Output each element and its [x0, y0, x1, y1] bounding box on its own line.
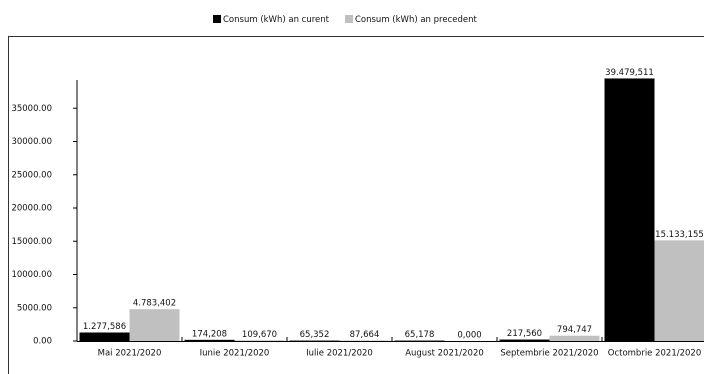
x-tick-label: Iulie 2021/2020 — [306, 349, 373, 359]
bar — [234, 340, 285, 341]
x-tick-label: August 2021/2020 — [405, 349, 484, 359]
value-label: 65,178 — [405, 330, 435, 340]
bar — [604, 78, 655, 342]
chart-frame — [8, 36, 704, 374]
bar — [499, 339, 550, 341]
y-tick-label: 35000.00 — [11, 104, 52, 114]
value-label: 794,747 — [557, 325, 592, 335]
y-tick-label: 0.00 — [33, 337, 52, 347]
legend-label: Consum (kWh) an precedent — [355, 15, 478, 25]
value-label: 174,208 — [192, 329, 227, 339]
y-tick-label: 30000.00 — [11, 137, 52, 147]
y-tick-label: 10000.00 — [11, 270, 52, 280]
value-label: 109,670 — [242, 330, 277, 340]
value-label: 217,560 — [507, 329, 542, 339]
y-tick-label: 15000.00 — [11, 237, 52, 247]
legend-swatch — [213, 15, 221, 23]
x-tick-label: Octombrie 2021/2020 — [608, 349, 702, 359]
value-label: 39.479,511 — [605, 68, 654, 78]
bar — [184, 339, 235, 341]
y-tick-label: 20000.00 — [11, 204, 52, 214]
y-tick-label: 5000.00 — [17, 303, 52, 313]
bar — [339, 340, 390, 341]
legend-label: Consum (kWh) an curent — [223, 15, 330, 25]
value-label: 0,000 — [457, 331, 481, 341]
x-tick-label: Mai 2021/2020 — [98, 349, 162, 359]
value-label: 15.133,155 — [655, 230, 704, 240]
y-tick-label: 25000.00 — [11, 170, 52, 180]
x-tick-label: Iunie 2021/2020 — [200, 349, 270, 359]
value-label: 4.783,402 — [133, 299, 176, 309]
bar — [549, 335, 600, 341]
bar — [654, 240, 704, 341]
value-label: 87,664 — [350, 330, 380, 340]
value-label: 65,352 — [300, 330, 330, 340]
value-label: 1.277,586 — [83, 322, 126, 332]
legend-swatch — [344, 15, 353, 23]
x-tick-label: Septembrie 2021/2020 — [500, 349, 598, 359]
bar — [79, 332, 130, 341]
bar — [129, 309, 180, 341]
